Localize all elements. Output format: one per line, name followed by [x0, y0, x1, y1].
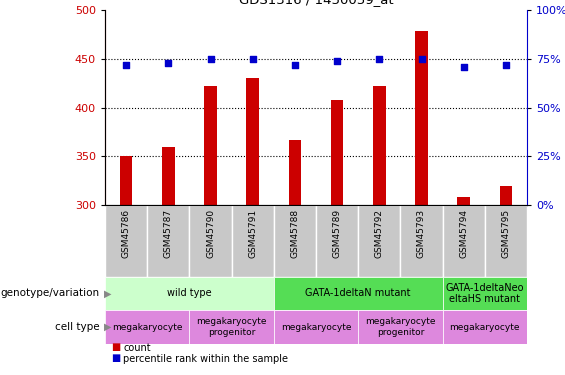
Bar: [274, 205, 316, 277]
Bar: [120, 156, 132, 205]
Text: ▶: ▶: [104, 288, 111, 298]
Bar: [358, 205, 401, 277]
Text: GSM45795: GSM45795: [501, 209, 510, 258]
Point: [333, 58, 342, 64]
Text: megakaryocyte: megakaryocyte: [450, 322, 520, 332]
Text: GSM45794: GSM45794: [459, 209, 468, 258]
Text: megakaryocyte
progenitor: megakaryocyte progenitor: [197, 317, 267, 337]
Text: GSM45791: GSM45791: [248, 209, 257, 258]
Bar: [147, 205, 189, 277]
Bar: [289, 140, 301, 205]
Bar: [458, 197, 470, 205]
Point: [290, 62, 299, 68]
Point: [417, 56, 426, 62]
Text: GSM45786: GSM45786: [121, 209, 131, 258]
Point: [206, 56, 215, 62]
Text: percentile rank within the sample: percentile rank within the sample: [123, 354, 288, 364]
Text: ■: ■: [111, 342, 120, 352]
Text: GSM45790: GSM45790: [206, 209, 215, 258]
Bar: [105, 310, 189, 344]
Bar: [485, 205, 527, 277]
Bar: [189, 205, 232, 277]
Bar: [232, 205, 274, 277]
Text: GATA-1deltaN mutant: GATA-1deltaN mutant: [306, 288, 411, 298]
Text: megakaryocyte: megakaryocyte: [112, 322, 182, 332]
Text: genotype/variation: genotype/variation: [0, 288, 99, 298]
Point: [459, 63, 468, 69]
Text: cell type: cell type: [55, 322, 99, 332]
Text: ■: ■: [111, 353, 120, 363]
Text: count: count: [123, 343, 151, 353]
Text: GSM45788: GSM45788: [290, 209, 299, 258]
Bar: [189, 310, 274, 344]
Bar: [331, 100, 344, 205]
Bar: [401, 205, 442, 277]
Point: [375, 56, 384, 62]
Point: [248, 56, 257, 62]
Bar: [373, 86, 386, 205]
Bar: [358, 310, 442, 344]
Text: megakaryocyte: megakaryocyte: [281, 322, 351, 332]
Bar: [415, 32, 428, 205]
Bar: [105, 277, 274, 310]
Text: wild type: wild type: [167, 288, 212, 298]
Bar: [499, 186, 512, 205]
Bar: [162, 147, 175, 205]
Bar: [105, 205, 147, 277]
Text: ▶: ▶: [104, 322, 111, 332]
Text: GSM45792: GSM45792: [375, 209, 384, 258]
Bar: [442, 205, 485, 277]
Text: megakaryocyte
progenitor: megakaryocyte progenitor: [365, 317, 436, 337]
Bar: [274, 277, 442, 310]
Bar: [274, 310, 358, 344]
Text: GSM45793: GSM45793: [417, 209, 426, 258]
Title: GDS1316 / 1450059_at: GDS1316 / 1450059_at: [238, 0, 393, 6]
Text: GSM45789: GSM45789: [333, 209, 342, 258]
Text: GATA-1deltaNeo
eltaHS mutant: GATA-1deltaNeo eltaHS mutant: [446, 283, 524, 304]
Point: [164, 60, 173, 66]
Bar: [442, 277, 527, 310]
Text: GSM45787: GSM45787: [164, 209, 173, 258]
Bar: [246, 78, 259, 205]
Bar: [442, 310, 527, 344]
Bar: [204, 86, 217, 205]
Point: [121, 62, 131, 68]
Bar: [316, 205, 358, 277]
Point: [501, 62, 510, 68]
